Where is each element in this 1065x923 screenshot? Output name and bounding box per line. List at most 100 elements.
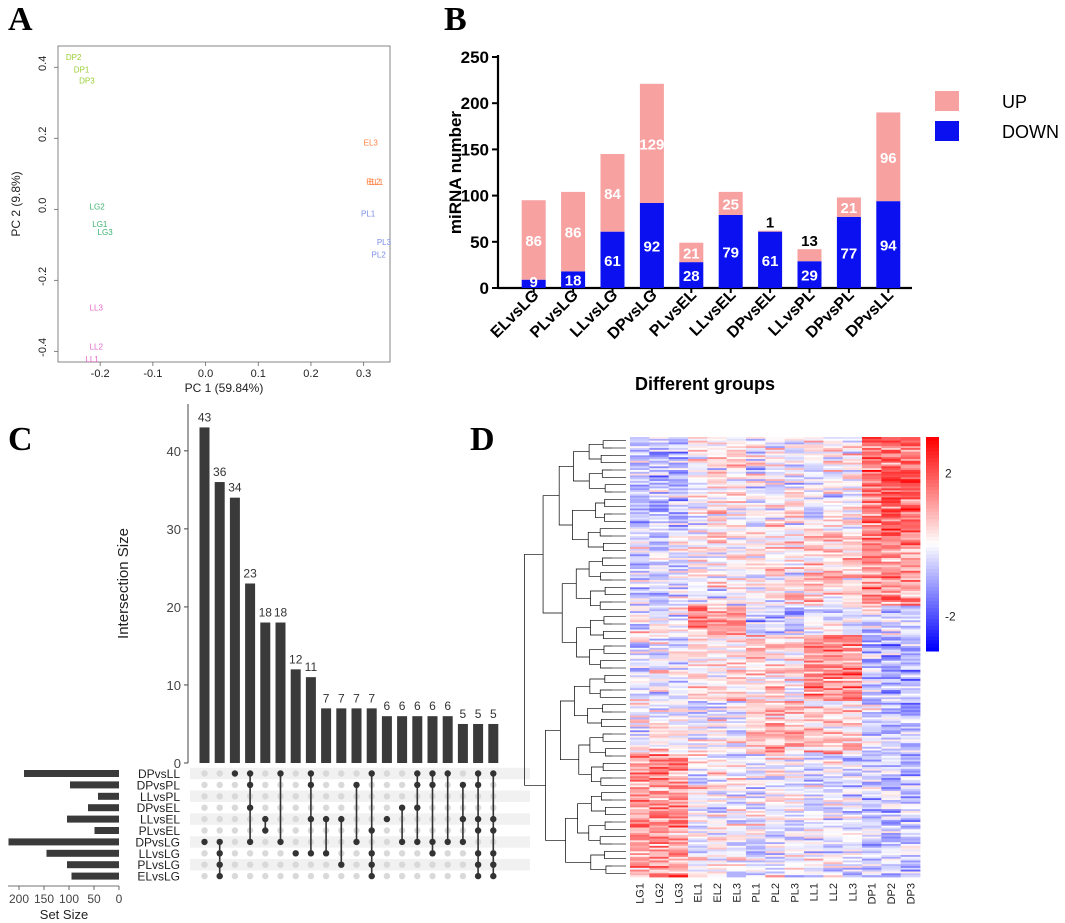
heatmap-cell [688, 482, 708, 486]
heatmap-cell [842, 444, 863, 447]
heatmap-cell [765, 776, 786, 779]
heatmap-cell [688, 840, 708, 843]
heatmap-cell [746, 666, 766, 669]
heatmap-cell [765, 653, 786, 656]
heatmap-cell [668, 668, 689, 671]
matrix-dot [231, 872, 239, 880]
heatmap-cell [784, 561, 805, 564]
heatmap-cell [881, 558, 902, 561]
heatmap-cell [842, 699, 863, 702]
intersection-bar [427, 716, 438, 763]
heatmap-cell [823, 726, 844, 729]
heatmap-cell [784, 787, 805, 790]
heatmap-cell [630, 831, 650, 834]
color-scale-step [926, 533, 939, 538]
heatmap-cell [649, 655, 670, 658]
heatmap-cell [900, 792, 921, 795]
heatmap-cell [630, 734, 650, 737]
heatmap-cell [765, 812, 786, 816]
heatmap-cell [823, 602, 844, 605]
heatmap-cell [804, 570, 824, 574]
heatmap-cell [862, 481, 882, 484]
heatmap-cell [842, 614, 863, 618]
heatmap-cell [726, 669, 747, 673]
heatmap-cell [668, 712, 689, 715]
heatmap-cell [862, 691, 882, 695]
heatmap-cell [765, 565, 786, 568]
heatmap-cell [823, 724, 844, 728]
heatmap-cell [649, 636, 670, 640]
heatmap-cell [668, 591, 689, 594]
heatmap-cell [726, 609, 747, 612]
heatmap-cell [688, 603, 708, 607]
heatmap-cell [649, 745, 670, 748]
heatmap-cell [804, 523, 824, 526]
heatmap-cell [726, 710, 747, 713]
heatmap-cell [707, 713, 728, 717]
heatmap-cell [765, 721, 786, 724]
heatmap-cell [862, 801, 882, 805]
heatmap-cell [746, 856, 766, 860]
matrix-dot [353, 861, 360, 868]
heatmap-cell [726, 587, 747, 590]
heatmap-cell [765, 719, 786, 722]
heatmap-cell [862, 646, 882, 649]
dendrogram-branch [573, 451, 590, 482]
heatmap-cell [881, 743, 902, 746]
heatmap-column-label: DP2 [886, 883, 898, 904]
heatmap-cell [784, 440, 805, 443]
heatmap-cell [900, 836, 921, 839]
heatmap-cell [649, 757, 670, 761]
x-tick-label: 0.2 [303, 368, 318, 380]
legend-swatch-up [935, 91, 959, 111]
heatmap-cell [765, 627, 786, 630]
heatmap-cell [726, 796, 747, 799]
heatmap-cell [668, 845, 689, 849]
intersection-bar-label: 43 [198, 410, 212, 424]
heatmap-cell [842, 653, 863, 656]
heatmap-cell [842, 589, 863, 592]
heatmap-cell [823, 559, 844, 563]
heatmap-cell [842, 825, 863, 828]
heatmap-cell [649, 614, 670, 618]
matrix-dot [292, 861, 299, 868]
heatmap-cell [630, 624, 650, 627]
heatmap-cell [862, 713, 882, 717]
heatmap-cell [630, 649, 650, 652]
dendrogram-branch [561, 583, 577, 643]
heatmap-cell [765, 484, 786, 487]
heatmap-cell [668, 726, 689, 729]
heatmap-cell [784, 627, 805, 630]
heatmap-cell [765, 847, 786, 850]
heatmap-cell [688, 543, 708, 546]
heatmap-cell [746, 778, 766, 781]
heatmap-cell [726, 539, 747, 542]
heatmap-cell [707, 572, 728, 575]
heatmap-cell [804, 620, 824, 623]
heatmap-cell [726, 699, 747, 702]
heatmap-cell [862, 495, 882, 498]
heatmap-cell [804, 849, 824, 852]
heatmap-cell [881, 783, 902, 786]
heatmap-cell [746, 664, 766, 667]
legend-label-up: UP [1002, 92, 1027, 112]
heatmap-cell [862, 754, 882, 757]
heatmap-cell [688, 657, 708, 660]
heatmap-cell [668, 723, 689, 726]
heatmap-cell [688, 690, 708, 693]
heatmap-cell [688, 627, 708, 630]
heatmap-cell [649, 763, 670, 766]
heatmap-cell [668, 699, 689, 702]
heatmap-cell [630, 803, 650, 806]
heatmap-cell [900, 495, 921, 498]
heatmap-cell [823, 675, 844, 678]
heatmap-cell [765, 580, 786, 583]
heatmap-cell [668, 759, 689, 762]
heatmap-cell [765, 649, 786, 652]
heatmap-cell [707, 581, 728, 585]
heatmap-cell [862, 627, 882, 630]
heatmap-cell [649, 488, 670, 491]
heatmap-cell [688, 838, 708, 841]
heatmap-cell [881, 803, 902, 806]
heatmap-cell [862, 488, 882, 491]
